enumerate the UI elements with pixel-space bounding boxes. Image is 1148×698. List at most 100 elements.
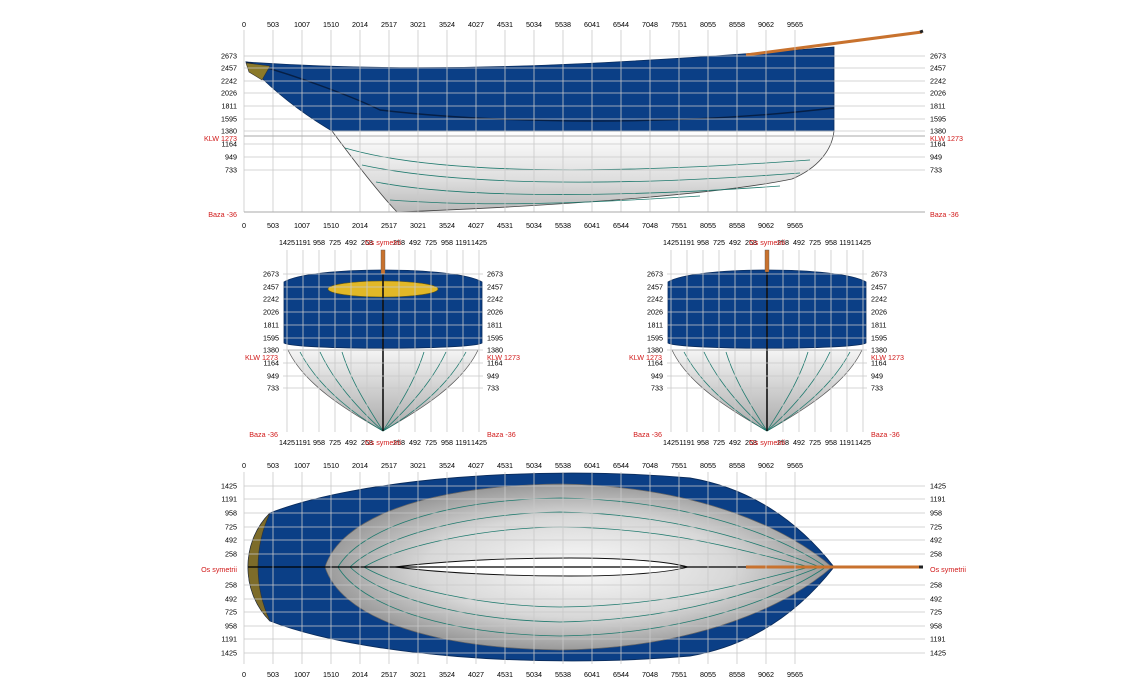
y-tick-label: 2026 xyxy=(930,89,946,98)
x-tick-label: 503 xyxy=(267,670,279,679)
x-tick-label: 3021 xyxy=(410,461,426,470)
y-tick-label: 492 xyxy=(225,595,237,604)
y-tick-label: 2457 xyxy=(871,283,887,292)
x-tick-label: 1510 xyxy=(323,20,339,29)
beam-tick-label: 958 xyxy=(441,438,453,447)
y-tick-label: 2026 xyxy=(263,308,279,317)
y-tick-label: 1380 xyxy=(263,346,279,355)
y-tick-label: 2242 xyxy=(871,295,887,304)
beam-tick-label: 1191 xyxy=(679,238,694,247)
beam-tick-label: 258 xyxy=(361,438,373,447)
plan-center-label-right: Os symetrii xyxy=(930,565,966,574)
x-tick-label: 7048 xyxy=(642,670,658,679)
beam-tick-label: 725 xyxy=(713,238,725,247)
stern-beam-ticks-bottom: 1425 1191 958 725 492 258 258 492 725 958 1191 1425 xyxy=(279,438,487,447)
y-tick-label: 1164 xyxy=(648,359,663,368)
x-tick-label: 0 xyxy=(242,20,246,29)
stern-center-label-top: Os symetrii xyxy=(365,238,401,247)
x-tick-label: 7551 xyxy=(671,20,687,29)
beam-tick-label: 1425 xyxy=(471,238,487,247)
x-tick-label: 7551 xyxy=(671,461,687,470)
bow-bowsprit-section xyxy=(764,249,770,273)
stern-y-ticks-right: 2673 2457 2242 2026 1811 1595 1380 1164 949 733 xyxy=(487,270,503,393)
x-tick-label: 2517 xyxy=(381,20,397,29)
y-tick-label: 733 xyxy=(930,166,942,175)
y-tick-label: 1595 xyxy=(647,334,663,343)
y-tick-label: 1811 xyxy=(871,321,886,330)
y-tick-label: 958 xyxy=(930,509,942,518)
x-tick-label: 3021 xyxy=(410,221,426,230)
plan-center-label-left: Os symetrii xyxy=(201,565,237,574)
x-tick-label: 3524 xyxy=(439,221,455,230)
y-tick-label: 258 xyxy=(225,550,237,559)
x-tick-label: 6544 xyxy=(613,20,629,29)
beam-tick-label: 1425 xyxy=(663,438,679,447)
x-tick-label: 7048 xyxy=(642,221,658,230)
x-tick-label: 9565 xyxy=(787,670,803,679)
beam-tick-label: 1425 xyxy=(663,238,679,247)
beam-tick-label: 1191 xyxy=(455,238,470,247)
y-tick-label: 258 xyxy=(225,581,237,590)
y-tick-label: 1425 xyxy=(221,649,237,658)
beam-tick-label: 725 xyxy=(809,238,821,247)
stern-rudder-head xyxy=(380,249,386,275)
x-tick-label: 8055 xyxy=(700,20,716,29)
x-tick-label: 0 xyxy=(242,461,246,470)
profile-waterline-label-right: KLW 1273 xyxy=(930,134,963,143)
x-tick-label: 9565 xyxy=(787,221,803,230)
x-tick-label: 3021 xyxy=(410,20,426,29)
y-tick-label: 958 xyxy=(225,509,237,518)
y-tick-label: 1425 xyxy=(930,482,946,491)
plan-grid xyxy=(243,472,925,664)
y-tick-label: 1595 xyxy=(263,334,279,343)
beam-tick-label: 258 xyxy=(393,438,405,447)
stern-base-label-right: Baza -36 xyxy=(487,430,516,439)
stern-base-label-left: Baza -36 xyxy=(249,430,278,439)
bow-station-curve xyxy=(766,351,809,432)
y-tick-label: 1164 xyxy=(487,359,502,368)
beam-tick-label: 1191 xyxy=(839,438,854,447)
plan-view: 0 503 1007 1510 2014 2517 3021 3524 4027 4531 5034… xyxy=(201,461,966,679)
profile-x-ticks-bottom: 0 503 1007 1510 2014 2517 3021 3524 4027 4531 5034… xyxy=(242,221,803,230)
stern-station-curve xyxy=(382,351,425,432)
x-tick-label: 4531 xyxy=(497,20,513,29)
y-tick-label: 2242 xyxy=(647,295,663,304)
y-tick-label: 1425 xyxy=(221,482,237,491)
y-tick-label: 2673 xyxy=(930,52,946,61)
x-tick-label: 4027 xyxy=(468,20,484,29)
beam-tick-label: 492 xyxy=(409,438,421,447)
profile-grid xyxy=(243,30,925,212)
y-tick-label: 2242 xyxy=(487,295,503,304)
x-tick-label: 8558 xyxy=(729,670,745,679)
x-tick-label: 503 xyxy=(267,221,279,230)
profile-buttock-line xyxy=(344,147,811,171)
y-tick-label: 1380 xyxy=(647,346,663,355)
x-tick-label: 9062 xyxy=(758,461,774,470)
y-tick-label: 949 xyxy=(930,153,942,162)
x-tick-label: 9062 xyxy=(758,221,774,230)
body-plan-bow: 1425 1191 958 725 492 258 258 492 725 958 1191 1425… xyxy=(629,238,904,447)
beam-tick-label: 725 xyxy=(329,238,341,247)
y-tick-label: 1811 xyxy=(264,321,279,330)
y-tick-label: 1380 xyxy=(221,127,237,136)
y-tick-label: 2673 xyxy=(221,52,237,61)
y-tick-label: 2457 xyxy=(263,283,279,292)
beam-tick-label: 492 xyxy=(345,238,357,247)
y-tick-label: 1164 xyxy=(871,359,886,368)
stern-waterline-label-left: KLW 1273 xyxy=(245,353,278,362)
y-tick-label: 2026 xyxy=(647,308,663,317)
x-tick-label: 6041 xyxy=(584,221,600,230)
stern-station-curve xyxy=(382,351,447,432)
bow-y-ticks-right: 2673 2457 2242 2026 1811 1595 1380 1164 949 733 xyxy=(871,270,887,393)
profile-buttock-line xyxy=(361,164,801,183)
y-tick-label: 2673 xyxy=(871,270,887,279)
bow-station-curve xyxy=(766,351,851,432)
y-tick-label: 492 xyxy=(930,536,942,545)
beam-tick-label: 258 xyxy=(393,238,405,247)
beam-tick-label: 492 xyxy=(345,438,357,447)
stern-station-curve xyxy=(382,351,467,432)
profile-buttock-line xyxy=(375,181,781,195)
x-tick-label: 1007 xyxy=(294,670,310,679)
beam-tick-label: 1425 xyxy=(279,438,295,447)
